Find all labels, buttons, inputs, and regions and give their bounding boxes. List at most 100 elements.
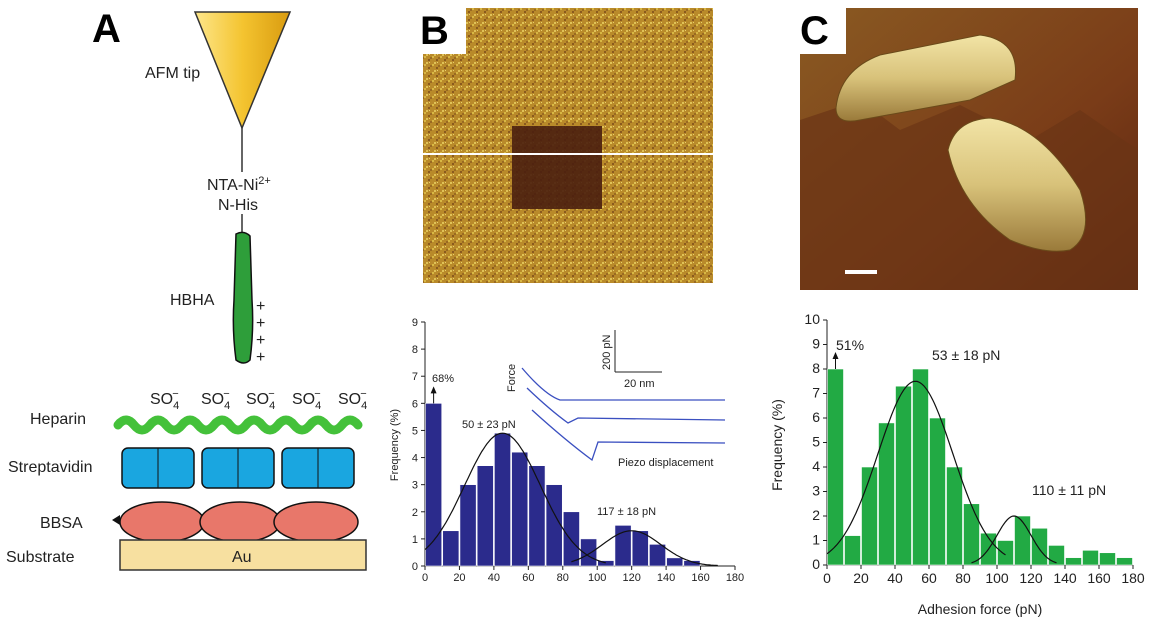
x-tick-label: 0 bbox=[823, 570, 831, 586]
x-tick-label: 180 bbox=[1121, 570, 1145, 586]
y-tick-label: 7 bbox=[412, 371, 418, 383]
histogram-bar bbox=[1048, 545, 1065, 566]
gold-substrate bbox=[119, 539, 367, 571]
x-tick-label: 160 bbox=[691, 572, 709, 584]
y-tick-label: 4 bbox=[412, 453, 418, 465]
nhis-label: N-His bbox=[218, 197, 258, 214]
histogram-bar bbox=[827, 368, 844, 566]
y-tick-label: 9 bbox=[812, 336, 820, 352]
charge-plus-3: + bbox=[256, 332, 265, 349]
x-tick-label: 40 bbox=[488, 572, 500, 584]
sulfate-labels: SO4− SO4− SO4− SO4− SO4− bbox=[150, 388, 367, 412]
afm-tip-shape bbox=[193, 11, 292, 130]
force-curve-1 bbox=[521, 367, 725, 401]
x-tick-label: 20 bbox=[453, 572, 465, 584]
histogram-bar bbox=[597, 560, 615, 567]
histogram-bar bbox=[562, 511, 580, 567]
y-tick-label: 3 bbox=[412, 480, 418, 492]
histogram-bar bbox=[631, 530, 649, 567]
histogram-bar bbox=[1082, 549, 1099, 566]
bbsa-3 bbox=[273, 501, 359, 543]
sulfate-label-5: SO4− bbox=[338, 388, 367, 412]
force-curve-3 bbox=[531, 409, 726, 462]
sulfate-label-3: SO4− bbox=[246, 388, 275, 412]
chart-b-ylabel: Frequency (%) bbox=[389, 409, 401, 481]
gaussian-fit-curve bbox=[826, 380, 1006, 556]
chart-b-annotation-peak2: 117 ± 18 pN bbox=[597, 506, 656, 518]
hbha-label: HBHA bbox=[170, 292, 215, 309]
histogram-bar bbox=[666, 557, 684, 567]
chart-c-annotation-peak0: 51% bbox=[836, 337, 864, 353]
histogram-bar bbox=[442, 530, 460, 567]
x-tick-label: 0 bbox=[422, 572, 428, 584]
histogram-bar bbox=[844, 535, 861, 566]
chart-c-ylabel: Frequency (%) bbox=[769, 399, 785, 491]
x-tick-label: 40 bbox=[887, 570, 903, 586]
overflow-arrow-head bbox=[430, 386, 437, 394]
y-tick-label: 5 bbox=[812, 434, 820, 450]
histogram-bar bbox=[649, 544, 666, 567]
x-tick-label: 140 bbox=[657, 572, 675, 584]
inset-distance-scale-label: 20 nm bbox=[624, 378, 655, 390]
y-tick-label: 7 bbox=[812, 385, 820, 401]
chart-c-xlabel: Adhesion force (pN) bbox=[918, 601, 1043, 617]
force-curve-2 bbox=[526, 387, 726, 424]
sulfate-label-1: SO4− bbox=[150, 388, 179, 412]
panel-letter-b: B bbox=[420, 9, 449, 53]
histogram-bar bbox=[580, 538, 598, 567]
y-tick-label: 1 bbox=[412, 534, 418, 546]
inset-force-scale-label: 200 pN bbox=[601, 334, 613, 370]
x-tick-label: 140 bbox=[1053, 570, 1077, 586]
x-tick-label: 180 bbox=[726, 572, 744, 584]
hbha-protein-shape bbox=[232, 231, 254, 364]
chart-c-annotation-peak2: 110 ± 11 pN bbox=[1032, 482, 1106, 498]
histogram-bar bbox=[545, 484, 563, 567]
heparin-label: Heparin bbox=[30, 411, 86, 428]
histogram-bar bbox=[1014, 515, 1031, 566]
afm-c-scalebar bbox=[845, 270, 877, 274]
gaussian-fit-curve bbox=[571, 530, 718, 567]
y-tick-label: 1 bbox=[812, 532, 820, 548]
y-tick-label: 8 bbox=[412, 344, 418, 356]
panel-b-letter-bg bbox=[408, 4, 466, 54]
au-label: Au bbox=[232, 549, 252, 566]
x-tick-label: 60 bbox=[522, 572, 534, 584]
x-tick-label: 160 bbox=[1087, 570, 1111, 586]
histogram-b: 0 20 40 60 80 100 120 140 160 180 0 1 2 3 4 5 6 7 8 9 bbox=[412, 317, 744, 584]
panel-letter-c: C bbox=[800, 9, 829, 53]
charge-plus-4: + bbox=[256, 349, 265, 366]
y-tick-label: 5 bbox=[412, 425, 418, 437]
histogram-bar bbox=[912, 368, 929, 566]
chart-b-annotation-peak0: 68% bbox=[432, 373, 454, 385]
streptavidin-label: Streptavidin bbox=[8, 459, 93, 476]
histogram-bar bbox=[494, 432, 511, 567]
sulfate-label-2: SO4− bbox=[201, 388, 230, 412]
panel-c-letter-bg bbox=[788, 4, 846, 54]
bbsa-1 bbox=[119, 501, 205, 543]
y-tick-label: 4 bbox=[812, 458, 820, 474]
panel-c: C 0 20 40 60 80 100 120 140 160 180 0 1 2 3 4 5 6 7 8 9 10 F… bbox=[769, 4, 1145, 617]
charge-plus-2: + bbox=[256, 315, 265, 332]
histogram-bar bbox=[878, 422, 895, 566]
x-tick-label: 120 bbox=[622, 572, 640, 584]
charge-plus-1: + bbox=[256, 298, 265, 315]
afm-scratch-square bbox=[512, 126, 602, 209]
histogram-bar bbox=[528, 465, 546, 567]
y-tick-label: 0 bbox=[412, 561, 418, 573]
substrate-label: Substrate bbox=[6, 549, 75, 566]
x-tick-label: 120 bbox=[1019, 570, 1043, 586]
histogram-bar bbox=[425, 403, 443, 567]
bacterium-cell-1 bbox=[835, 34, 1017, 122]
heparin-chain bbox=[113, 415, 363, 435]
y-tick-label: 8 bbox=[812, 360, 820, 376]
bbsa-label: BBSA bbox=[40, 515, 83, 532]
chart-b-annotation-peak1: 50 ± 23 pN bbox=[462, 419, 516, 431]
force-curves-inset: 200 pN 20 nm Force Piezo displacement bbox=[506, 330, 726, 469]
histogram-bar bbox=[614, 525, 632, 567]
x-tick-label: 80 bbox=[557, 572, 569, 584]
x-tick-label: 20 bbox=[853, 570, 869, 586]
histogram-bar bbox=[997, 540, 1014, 566]
inset-force-label: Force bbox=[506, 364, 518, 392]
y-tick-label: 2 bbox=[812, 507, 820, 523]
